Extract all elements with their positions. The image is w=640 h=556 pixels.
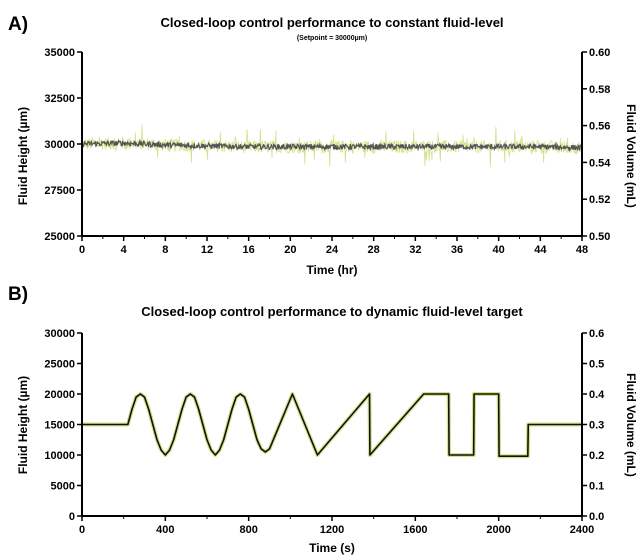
- panel-a-x-tick-label: 44: [534, 244, 547, 256]
- panel-a-plot-area: 0 4 8 12 16 20 24 28 32 36 40 44 4825000275003000032…: [44, 47, 611, 256]
- panel-b-y-tick-label: 30000: [44, 328, 75, 340]
- panel-b-x-tick-label: 2400: [570, 524, 594, 536]
- panel-b-y2-tick-label: 0.6: [589, 328, 604, 340]
- panel-b-x-tick-label: 1200: [320, 524, 344, 536]
- panel-b-title: Closed-loop control performance to dynam…: [141, 304, 523, 319]
- panel-b-y2-tick-label: 0.0: [589, 511, 604, 523]
- panel-b-y2-tick-label: 0.5: [589, 359, 604, 371]
- panel-a-y2-tick-label: 0.56: [589, 121, 610, 133]
- panel-a-xlabel: Time (hr): [306, 263, 357, 277]
- panel-a-y2-tick-label: 0.52: [589, 194, 610, 206]
- panel-a-y-tick-label: 25000: [44, 231, 75, 243]
- panel-b-y2-tick-label: 0.4: [589, 389, 605, 401]
- panel-a-y2-tick-label: 0.58: [589, 84, 610, 96]
- panel-b-y-tick-label: 10000: [44, 450, 75, 462]
- panel-b-label: B): [8, 284, 28, 305]
- panel-b-y-tick-label: 5000: [51, 481, 75, 493]
- panel-b-plot-area: 0 400 800 1200 1600 2000 2400 0 5000 10000 15000 20…: [44, 328, 605, 536]
- panel-a-subtitle: (Setpoint = 30000µm): [297, 35, 367, 42]
- panel-b-xlabel: Time (s): [309, 541, 355, 555]
- panel-a-x-tick-label: 0: [79, 244, 85, 256]
- panel-a-x-tick-label: 28: [368, 244, 380, 256]
- panel-b-y2-tick-label: 0.1: [589, 481, 604, 493]
- panel-a-y2-tick-label: 0.50: [589, 231, 610, 243]
- panel-b-y2-tick-label: 0.3: [589, 420, 604, 432]
- panel-a-y-tick-label: 30000: [44, 139, 75, 151]
- panel-b-y-tick-label: 20000: [44, 389, 75, 401]
- panel-a-x-tick-label: 8: [162, 244, 168, 256]
- panel-a-title: Closed-loop control performance to const…: [160, 15, 503, 30]
- panel-b-x-tick-label: 2000: [486, 524, 510, 536]
- panel-b-y-tick-label: 0: [69, 511, 75, 523]
- panel-b-series-2-line: [82, 393, 582, 458]
- panel-b-ylabel: Fluid Height (µm): [16, 376, 30, 474]
- panel-a-x-tick-label: 36: [451, 244, 463, 256]
- panel-a-series-1-line: [81, 124, 583, 168]
- panel-a-ylabel: Fluid Height (µm): [16, 107, 30, 205]
- panel-a-label: A): [8, 14, 28, 35]
- panel-b: B) Closed-loop control performance to dy…: [8, 284, 638, 555]
- panel-b-y-tick-label: 25000: [44, 359, 75, 371]
- panel-a-x-tick-label: 4: [121, 244, 128, 256]
- panel-a-y-tick-label: 27500: [44, 185, 75, 197]
- panel-b-y2label: Fluid Volume (mL): [624, 373, 638, 477]
- panel-a-x-tick-label: 12: [201, 244, 213, 256]
- panel-b-y-tick-label: 15000: [44, 420, 75, 432]
- panel-a-series-2-line: [81, 138, 583, 153]
- panel-a-y2-tick-label: 0.54: [589, 157, 611, 169]
- panel-a-x-tick-label: 20: [284, 244, 296, 256]
- panel-b-series-1-line: [82, 392, 582, 459]
- panel-a-y2label: Fluid Volume (mL): [624, 104, 638, 208]
- panel-b-x-tick-label: 400: [156, 524, 174, 536]
- panel-a-x-tick-label: 48: [576, 244, 588, 256]
- panel-a-x-tick-label: 16: [243, 244, 255, 256]
- panel-b-x-tick-label: 800: [239, 524, 257, 536]
- panel-b-x-tick-label: 0: [79, 524, 85, 536]
- panel-a-y2-tick-label: 0.60: [589, 47, 610, 59]
- panel-a-x-tick-label: 40: [493, 244, 505, 256]
- panel-a-x-tick-label: 24: [326, 244, 339, 256]
- panel-a-x-tick-label: 32: [409, 244, 421, 256]
- panel-b-x-tick-label: 1600: [403, 524, 427, 536]
- panel-a-y-tick-label: 35000: [44, 47, 75, 59]
- panel-a-y-tick-label: 32500: [44, 93, 75, 105]
- panel-b-y2-tick-label: 0.2: [589, 450, 604, 462]
- panel-a: A) Closed-loop control performance to co…: [8, 14, 638, 277]
